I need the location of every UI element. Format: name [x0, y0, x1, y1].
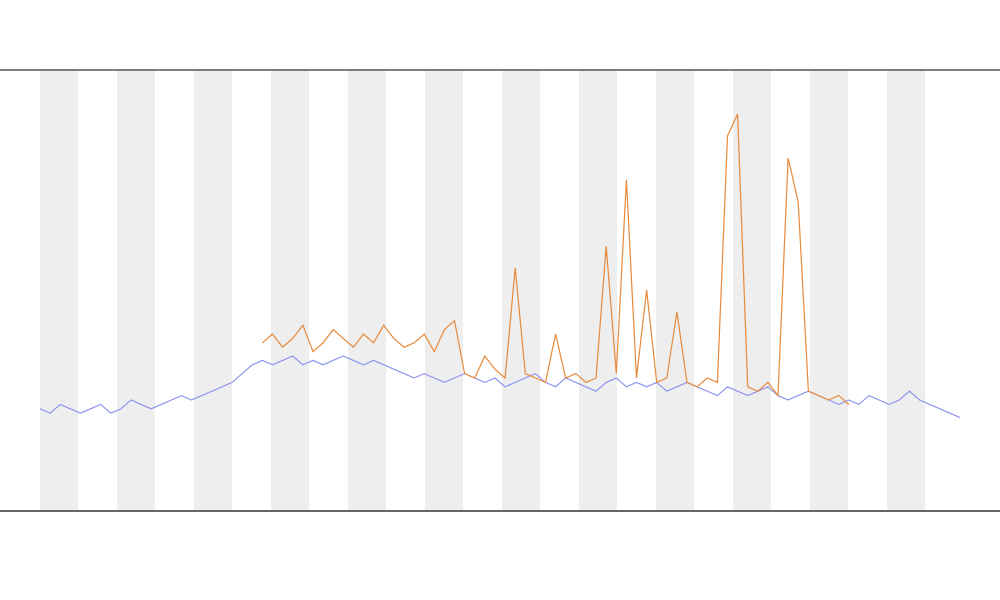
band: [348, 70, 386, 510]
band: [271, 70, 309, 510]
series-line: [262, 113, 850, 405]
band: [810, 70, 848, 510]
band: [579, 70, 617, 510]
band: [425, 70, 463, 510]
background-bands: [40, 70, 925, 510]
band: [40, 70, 78, 510]
band: [887, 70, 925, 510]
band: [502, 70, 540, 510]
band: [656, 70, 694, 510]
series-line: [39, 355, 961, 419]
band: [117, 70, 155, 510]
band: [194, 70, 232, 510]
band: [733, 70, 771, 510]
